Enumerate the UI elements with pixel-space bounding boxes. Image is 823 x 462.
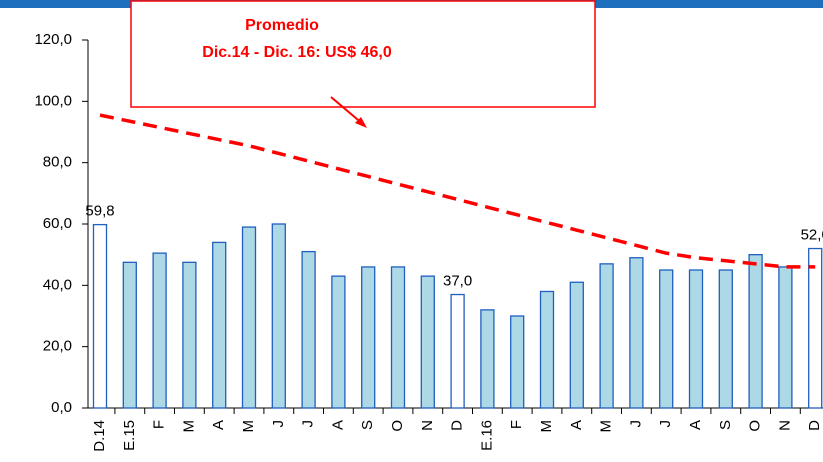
y-tick-label: 40,0 <box>43 276 72 293</box>
bar <box>629 257 644 409</box>
bar <box>241 226 257 409</box>
value-label: 59,8 <box>85 203 114 220</box>
bar <box>212 241 227 409</box>
x-tick-label: F <box>508 420 525 429</box>
bar <box>748 254 763 409</box>
x-tick-label: M <box>240 420 257 433</box>
bar <box>450 293 465 409</box>
bar <box>301 250 316 409</box>
bar <box>390 266 406 409</box>
x-tick-label: N <box>419 420 436 431</box>
bar <box>659 269 674 409</box>
x-tick-label: D.14 <box>91 420 108 452</box>
bar <box>271 223 286 409</box>
x-tick-label: E.15 <box>121 420 138 451</box>
x-tick-label: S <box>717 420 734 430</box>
bar <box>361 266 376 409</box>
bar <box>480 309 495 409</box>
y-tick-label: 100,0 <box>34 92 72 109</box>
x-tick-label: O <box>747 420 764 432</box>
annotation-text: Dic.14 - Dic. 16: US$ 46,0 <box>202 44 392 61</box>
x-tick-label: M <box>180 420 197 433</box>
x-tick-label: D <box>806 420 823 431</box>
bar <box>539 290 555 409</box>
arrow-head <box>355 117 367 128</box>
bar <box>152 252 167 409</box>
bar <box>569 281 584 409</box>
value-label: 52,0 <box>801 227 823 244</box>
x-tick-label: S <box>359 420 376 430</box>
x-tick-label: A <box>210 420 227 430</box>
x-tick-label: J <box>627 420 644 428</box>
bar <box>122 261 137 409</box>
x-tick-label: M <box>538 420 555 433</box>
x-tick-label: A <box>568 420 585 430</box>
value-label: 37,0 <box>443 273 472 290</box>
x-tick-label: F <box>151 420 168 429</box>
annotation-title: Promedio <box>245 17 319 34</box>
bar <box>92 223 108 409</box>
x-tick-label: O <box>389 420 406 432</box>
x-tick-label: J <box>657 420 674 428</box>
bar <box>688 269 704 409</box>
x-tick-label: M <box>598 420 615 433</box>
y-tick-label: 120,0 <box>34 31 72 48</box>
y-tick-label: 60,0 <box>43 215 72 232</box>
bar <box>599 263 614 409</box>
x-tick-label: A <box>687 420 704 430</box>
x-tick-label: A <box>329 420 346 430</box>
bar <box>778 266 793 409</box>
x-tick-label: E.16 <box>478 420 495 451</box>
bar <box>182 261 197 409</box>
x-tick-label: N <box>776 420 793 431</box>
bar <box>331 275 346 409</box>
y-tick-label: 80,0 <box>43 154 72 171</box>
bar <box>510 315 525 409</box>
bar <box>808 247 823 409</box>
x-tick-label: J <box>270 420 287 428</box>
annotation-box <box>130 0 596 108</box>
x-tick-label: D <box>449 420 466 431</box>
x-tick-label: J <box>300 420 317 428</box>
y-tick-label: 0,0 <box>51 399 72 416</box>
trend-line <box>99 113 816 269</box>
bar <box>420 275 435 409</box>
y-tick-label: 20,0 <box>43 338 72 355</box>
bar <box>718 269 733 409</box>
